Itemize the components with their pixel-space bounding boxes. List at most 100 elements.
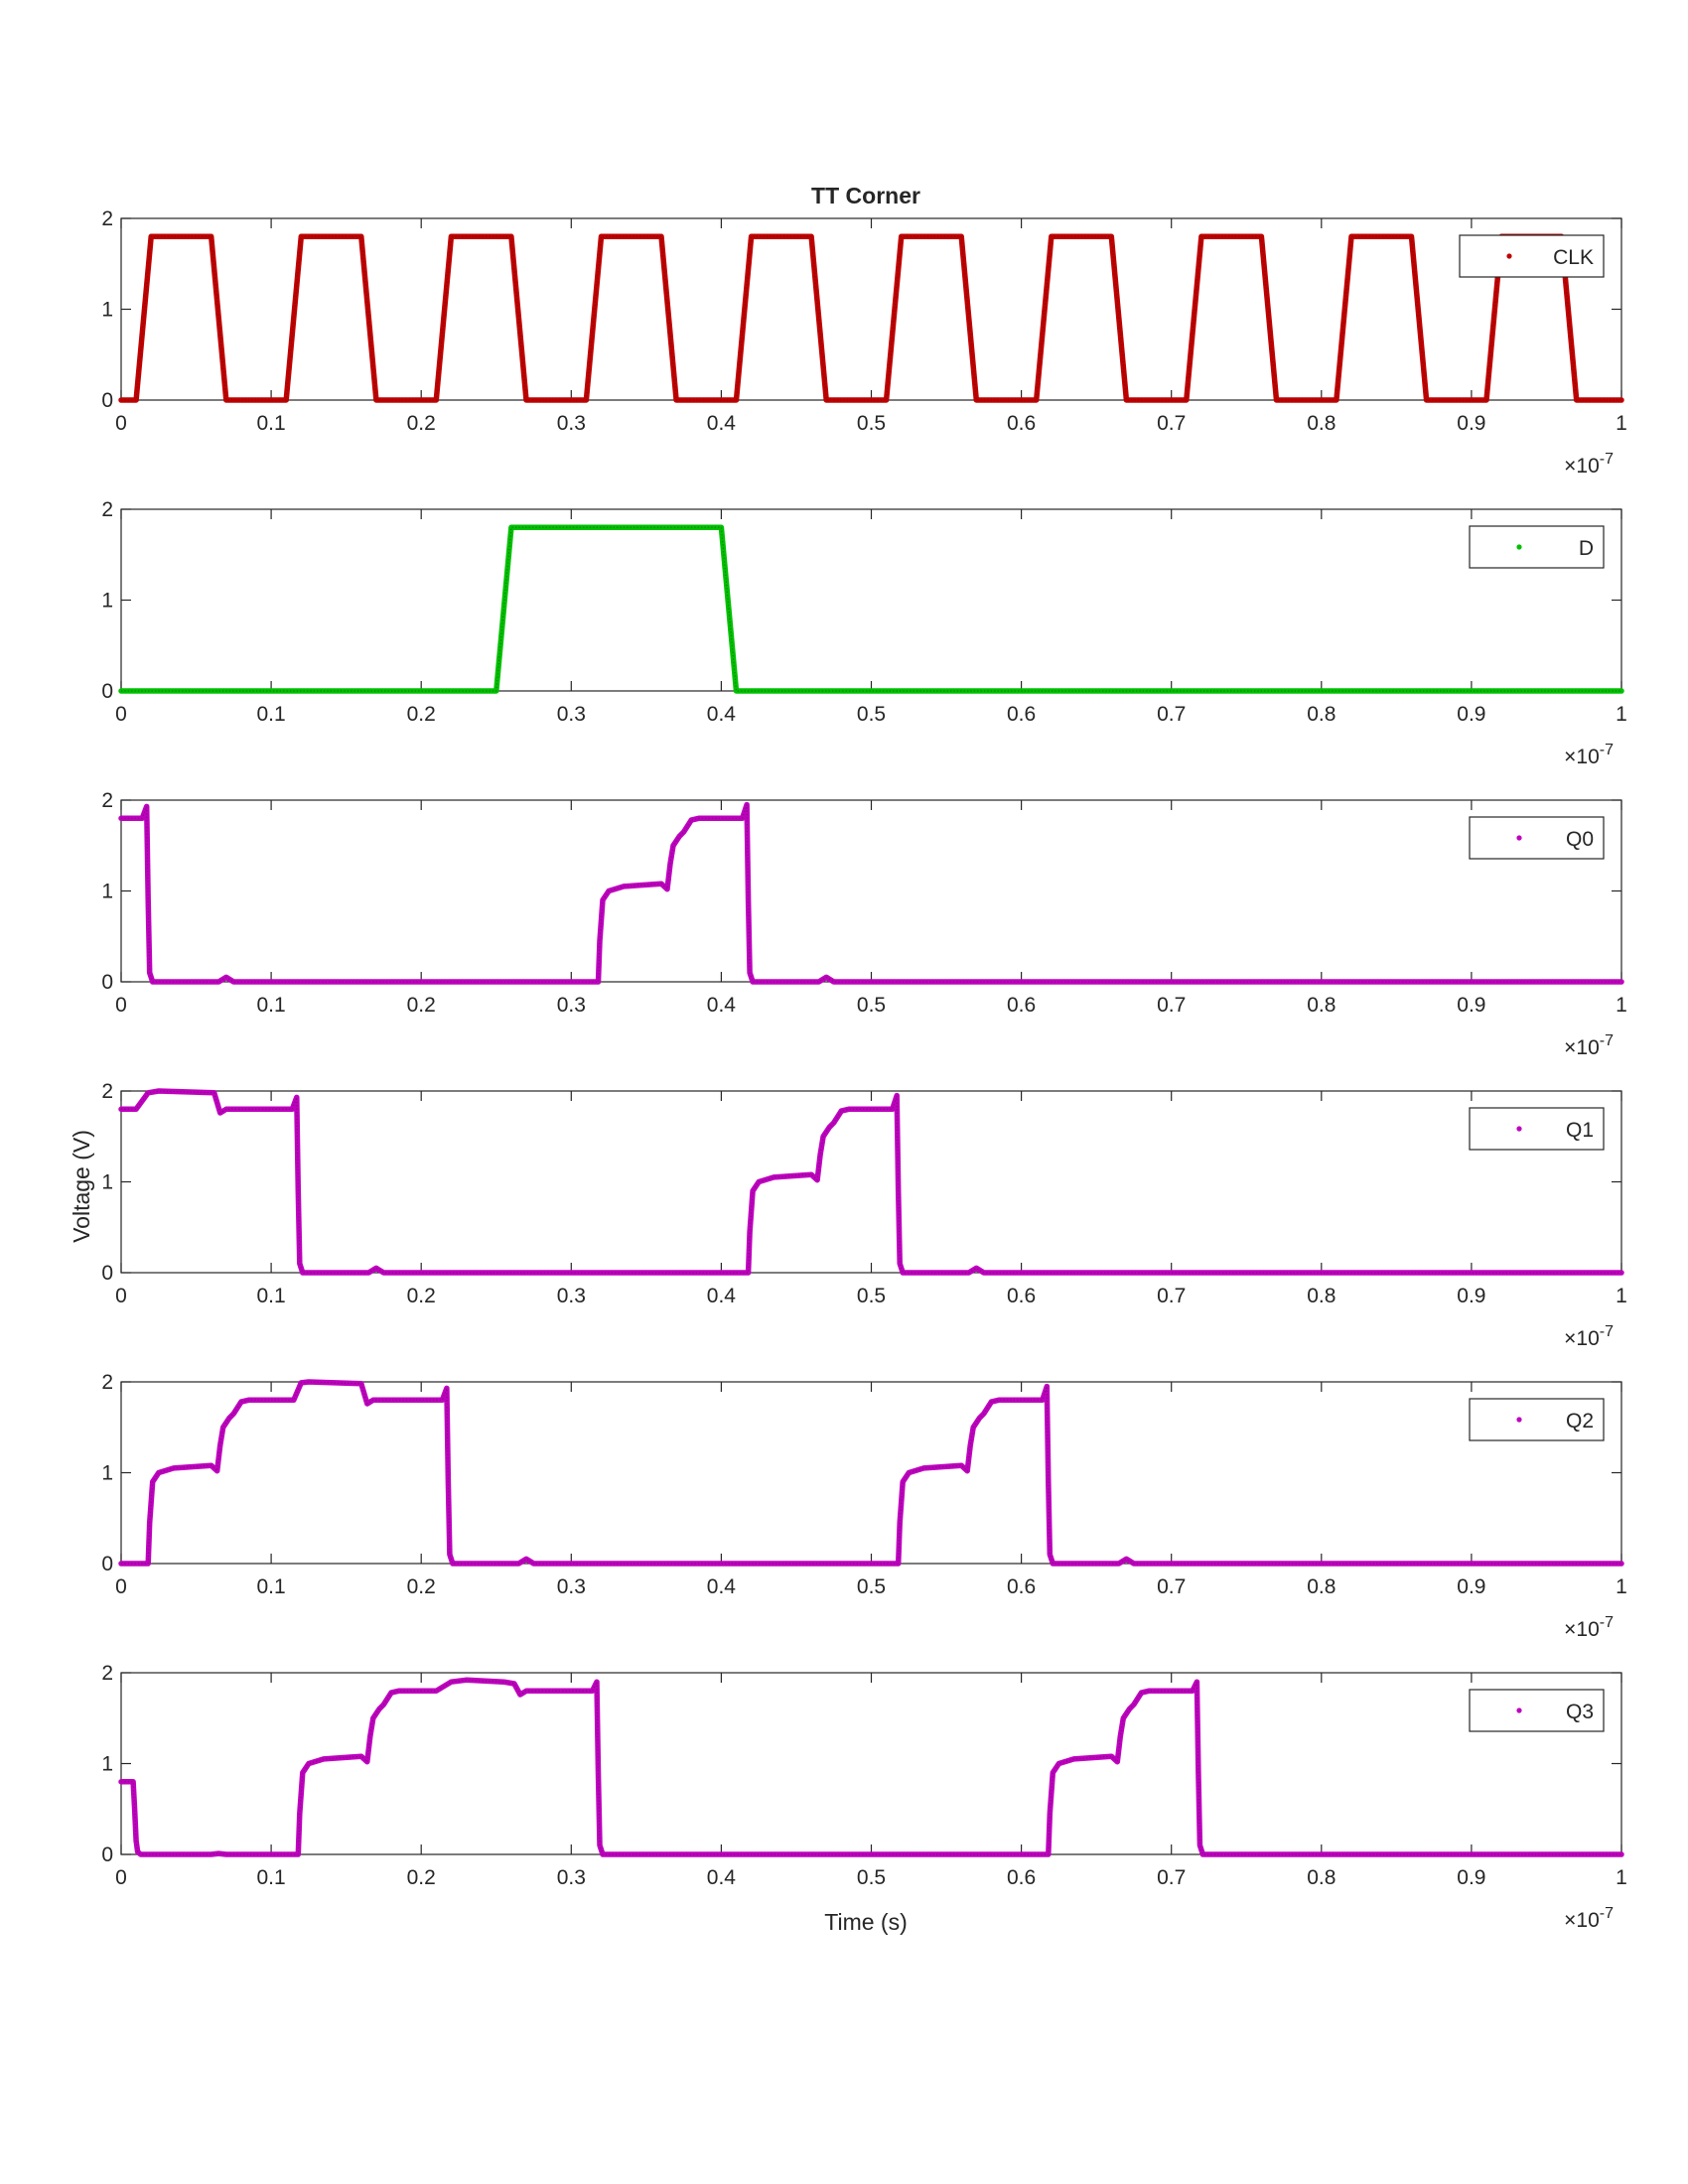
- legend-marker: [1516, 544, 1522, 550]
- x-tick-label: 0.4: [707, 1575, 737, 1598]
- legend-label: Q3: [1566, 1701, 1594, 1723]
- axes-box: [120, 217, 1622, 401]
- x-tick-label: 1: [1616, 1285, 1627, 1307]
- x-tick-label: 0.4: [707, 1866, 737, 1889]
- x-tick-label: 0.3: [557, 703, 586, 726]
- x-tick-label: 0.8: [1307, 1575, 1336, 1598]
- series-D-markers: [121, 526, 1621, 692]
- series-Q0-line: [118, 801, 1624, 985]
- x-tick-label: 0.7: [1157, 1866, 1186, 1889]
- x-tick-label: 0.4: [707, 703, 737, 726]
- legend: Q1: [1469, 1107, 1605, 1151]
- series-Q2-markers: [121, 1381, 1621, 1565]
- x-tick-label: 0.4: [707, 1285, 737, 1307]
- y-tick-label: 1: [101, 1462, 113, 1485]
- x-tick-label: 0.9: [1457, 412, 1485, 435]
- x-exponent-label: ×10-7: [1564, 1905, 1614, 1932]
- x-exponent-base: ×10: [1564, 1327, 1600, 1350]
- subplot-2: 0 0.1 0.2 0.3 0.4 0.5 0.6 0.7 0.8 0.9 1 0 1 2 ×10-7 D: [101, 498, 1627, 768]
- x-exponent-power: -7: [1600, 1905, 1614, 1922]
- x-tick-label: 0.2: [407, 1285, 436, 1307]
- x-tick-label: 0.1: [256, 703, 285, 726]
- x-tick-label: 0.6: [1007, 412, 1036, 435]
- subplot-3: 0 0.1 0.2 0.3 0.4 0.5 0.6 0.7 0.8 0.9 1 0 1 2 ×10-7 Q0: [101, 789, 1627, 1059]
- x-tick-label: 0: [115, 412, 127, 435]
- x-tick-label: 0.2: [407, 412, 436, 435]
- legend: Q3: [1469, 1689, 1605, 1732]
- series-Q3-markers: [121, 1679, 1621, 1855]
- legend: Q0: [1469, 816, 1605, 860]
- x-tick-label: 1: [1616, 1866, 1627, 1889]
- legend-box: [1469, 816, 1605, 860]
- y-tick-label: 0: [101, 1843, 113, 1866]
- legend: CLK: [1459, 234, 1605, 278]
- x-tick-label: 0.5: [857, 703, 886, 726]
- y-axis-label: Voltage (V): [69, 1130, 94, 1243]
- y-tick-label: 0: [101, 1262, 113, 1285]
- x-exponent-power: -7: [1600, 451, 1614, 468]
- x-tick-label: 0.6: [1007, 994, 1036, 1017]
- x-exponent-label: ×10-7: [1564, 1614, 1614, 1641]
- axes-box: [120, 508, 1622, 692]
- legend-marker: [1516, 1126, 1522, 1132]
- x-tick-label: 0.9: [1457, 1285, 1485, 1307]
- subplot-4: 0 0.1 0.2 0.3 0.4 0.5 0.6 0.7 0.8 0.9 1 0 1 2 ×10-7 Q1: [101, 1080, 1627, 1350]
- x-exponent-power: -7: [1600, 1614, 1614, 1631]
- x-tick-label: 0.9: [1457, 1575, 1485, 1598]
- x-tick-label: 0.5: [857, 1575, 886, 1598]
- x-tick-label: 0.2: [407, 1575, 436, 1598]
- x-tick-label: 0.4: [707, 412, 737, 435]
- subplot-panels: 0 0.1 0.2 0.3 0.4 0.5 0.6 0.7 0.8 0.9 1012×10-7CLK…: [101, 207, 1627, 1932]
- x-tick-label: 0.6: [1007, 1575, 1036, 1598]
- x-tick-label: 0.3: [557, 1575, 586, 1598]
- x-tick-label: 0.1: [256, 412, 285, 435]
- x-axis-label: Time (s): [824, 1909, 907, 1935]
- x-tick-label: 0.3: [557, 412, 586, 435]
- x-tick-label: 1: [1616, 703, 1627, 726]
- axes-box: [120, 1090, 1622, 1274]
- x-exponent-base: ×10: [1564, 1036, 1600, 1059]
- x-tick-label: 0.6: [1007, 703, 1036, 726]
- x-exponent-label: ×10-7: [1564, 451, 1614, 478]
- x-tick-label: 1: [1616, 994, 1627, 1017]
- x-exponent-label: ×10-7: [1564, 1032, 1614, 1059]
- x-tick-label: 0.3: [557, 1285, 586, 1307]
- x-tick-label: 0.5: [857, 994, 886, 1017]
- y-tick-label: 0: [101, 971, 113, 994]
- x-tick-label: 0.1: [256, 1285, 285, 1307]
- legend-box: [1469, 1107, 1605, 1151]
- axes-box: [120, 799, 1622, 983]
- y-tick-label: 2: [101, 789, 113, 812]
- x-tick-label: 0.1: [256, 994, 285, 1017]
- y-tick-label: 2: [101, 498, 113, 521]
- x-tick-label: 0.7: [1157, 412, 1186, 435]
- x-tick-label: 0.5: [857, 1285, 886, 1307]
- x-tick-label: 0.7: [1157, 1285, 1186, 1307]
- legend-label: D: [1579, 537, 1594, 560]
- x-exponent-power: -7: [1600, 1032, 1614, 1049]
- legend: D: [1469, 525, 1605, 569]
- x-tick-label: 0.8: [1307, 703, 1336, 726]
- legend-marker: [1516, 835, 1522, 841]
- legend-label: Q0: [1566, 828, 1594, 851]
- y-tick-label: 1: [101, 590, 113, 613]
- x-exponent-base: ×10: [1564, 1618, 1600, 1641]
- x-tick-label: 0.8: [1307, 1866, 1336, 1889]
- legend: Q2: [1469, 1398, 1605, 1441]
- x-exponent-label: ×10-7: [1564, 1323, 1614, 1350]
- x-tick-label: 0.2: [407, 994, 436, 1017]
- x-tick-label: 0: [115, 1285, 127, 1307]
- y-tick-label: 1: [101, 299, 113, 322]
- x-tick-label: 0.5: [857, 412, 886, 435]
- x-tick-label: 0.1: [256, 1575, 285, 1598]
- x-exponent-label: ×10-7: [1564, 742, 1614, 768]
- legend-label: CLK: [1553, 246, 1594, 269]
- x-tick-label: 0.2: [407, 703, 436, 726]
- subplot-6: 0 0.1 0.2 0.3 0.4 0.5 0.6 0.7 0.8 0.9 1 0 1 2 ×10-7 Q3: [101, 1662, 1627, 1932]
- legend-label: Q1: [1566, 1119, 1594, 1142]
- legend-marker: [1516, 1707, 1522, 1713]
- y-tick-label: 2: [101, 1371, 113, 1394]
- y-tick-label: 0: [101, 680, 113, 703]
- x-tick-label: 0.7: [1157, 1575, 1186, 1598]
